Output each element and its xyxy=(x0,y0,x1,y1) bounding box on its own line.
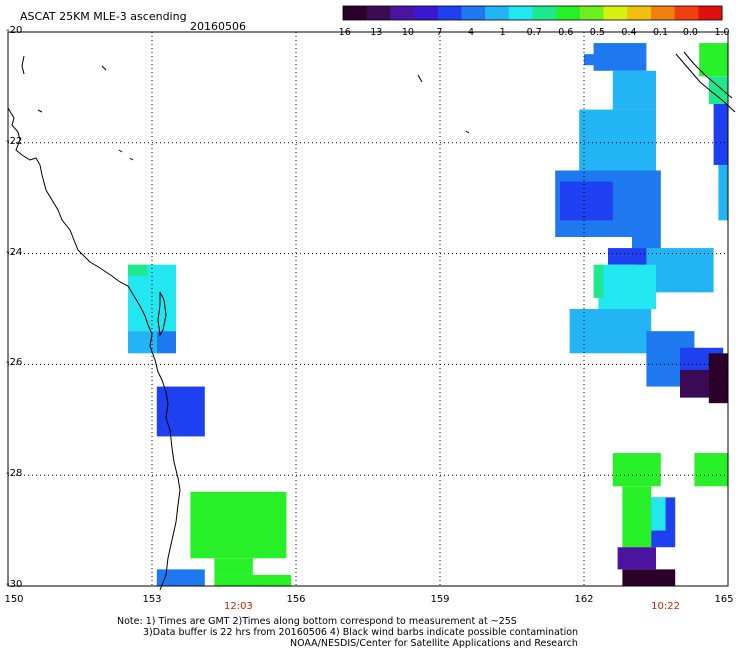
mle-cell xyxy=(128,264,148,276)
colorbar-swatch xyxy=(674,6,699,20)
new-caledonia-coast xyxy=(675,53,736,113)
colorbar-swatch xyxy=(698,6,723,20)
latitude-label: -20 xyxy=(6,25,23,36)
colorbar xyxy=(342,5,723,21)
island-d xyxy=(21,55,25,75)
mle-cell xyxy=(598,264,656,309)
longitude-label: 165 xyxy=(714,594,734,605)
mle-cell xyxy=(617,547,656,570)
island-e xyxy=(37,109,43,113)
colorbar-swatch xyxy=(390,6,415,20)
colorbar-swatch xyxy=(461,6,486,20)
colorbar-tick-label: -13 xyxy=(366,27,383,38)
mle-cell xyxy=(214,574,292,586)
colorbar-swatch xyxy=(343,6,368,20)
colorbar-tick-label: -0.4 xyxy=(617,27,637,38)
longitude-label: 162 xyxy=(574,594,594,605)
colorbar-swatch xyxy=(366,6,391,20)
mle-cell xyxy=(612,453,661,487)
mle-cell xyxy=(718,164,728,221)
latitude-label: -28 xyxy=(6,468,23,480)
mle-cell xyxy=(156,331,176,354)
mle-cell xyxy=(694,453,728,487)
colorbar-swatch xyxy=(437,6,462,20)
longitude-label: 150 xyxy=(4,594,24,605)
longitude-label: 159 xyxy=(430,594,450,605)
latitude-label: -26 xyxy=(6,357,23,369)
product-date: 20160506 xyxy=(190,20,246,33)
mle-cell xyxy=(569,309,652,354)
colorbar-tick-label: -4 xyxy=(464,27,475,38)
coastline xyxy=(7,51,736,591)
longitude-label: 153 xyxy=(142,594,162,605)
mle-cell xyxy=(612,70,656,110)
mle-cell xyxy=(593,43,647,71)
footer-note-2: 3)Data buffer is 22 hrs from 20160506 4)… xyxy=(143,627,579,638)
mle-cell xyxy=(608,248,647,265)
latitude-label: -24 xyxy=(6,246,23,258)
colorbar-swatch xyxy=(485,6,510,20)
mle-cell xyxy=(560,181,613,221)
colorbar-swatch xyxy=(414,6,439,20)
mle-cell xyxy=(156,386,205,437)
island-g xyxy=(465,130,470,134)
colorbar-tick-label: 1.0 xyxy=(714,27,730,38)
colorbar-tick-label: -0.7 xyxy=(523,27,542,38)
lat-lon-grid xyxy=(7,31,729,587)
mle-cell xyxy=(622,486,652,548)
colorbar-swatch xyxy=(603,6,628,20)
fraser-island xyxy=(157,291,167,337)
new-caledonia-coast-2 xyxy=(683,51,733,99)
colorbar-frame xyxy=(342,5,723,21)
colorbar-tick-label: 0.0 xyxy=(682,27,698,38)
mle-cell xyxy=(190,491,287,559)
colorbar-tick-label: -1 xyxy=(496,27,506,38)
island-f xyxy=(417,74,423,83)
footer-credit: NOAA/NESDIS/Center for Satellite Applica… xyxy=(290,638,578,649)
colorbar-tick-label: -16 xyxy=(335,27,351,38)
island-a xyxy=(101,65,107,71)
colorbar-swatch xyxy=(556,6,581,20)
mle-cell xyxy=(699,43,728,77)
product-title: ASCAT 25KM MLE-3 ascending xyxy=(20,10,187,23)
mle-cell xyxy=(593,264,604,298)
mle-cell xyxy=(708,353,728,404)
data-cells xyxy=(128,43,728,586)
colorbar-tick-label: -0.6 xyxy=(554,27,574,38)
australia-coastline xyxy=(7,107,181,591)
mle-cell xyxy=(579,109,656,171)
island-c xyxy=(118,149,123,153)
mle-cell xyxy=(708,76,728,105)
footer-note-1: Note: 1) Times are GMT 2)Times along bot… xyxy=(117,616,517,627)
colorbar-swatch xyxy=(532,6,557,20)
colorbar-tick-label: -10 xyxy=(398,27,414,38)
mle-cell xyxy=(156,569,205,586)
mle-cell xyxy=(713,104,728,165)
colorbar-swatch xyxy=(650,6,676,20)
mle-cell xyxy=(622,569,676,586)
latitude-label: -30 xyxy=(6,579,23,590)
colorbar-swatch xyxy=(627,6,652,20)
mle-cell xyxy=(651,497,666,531)
island-b xyxy=(129,157,134,161)
colorbar-swatch xyxy=(508,6,533,20)
mle-cell xyxy=(128,331,157,354)
latitude-label: -22 xyxy=(6,135,23,147)
colorbar-swatch xyxy=(579,6,605,20)
mle-cell xyxy=(214,558,253,575)
colorbar-tick-label: -7 xyxy=(433,27,443,38)
longitude-label: 156 xyxy=(286,594,306,605)
pass-time-label: 12:03 xyxy=(223,601,253,612)
colorbar-tick-label: -0.1 xyxy=(649,27,669,38)
colorbar-tick-label: -0.5 xyxy=(586,27,605,38)
pass-time-label: 10:22 xyxy=(651,601,681,612)
